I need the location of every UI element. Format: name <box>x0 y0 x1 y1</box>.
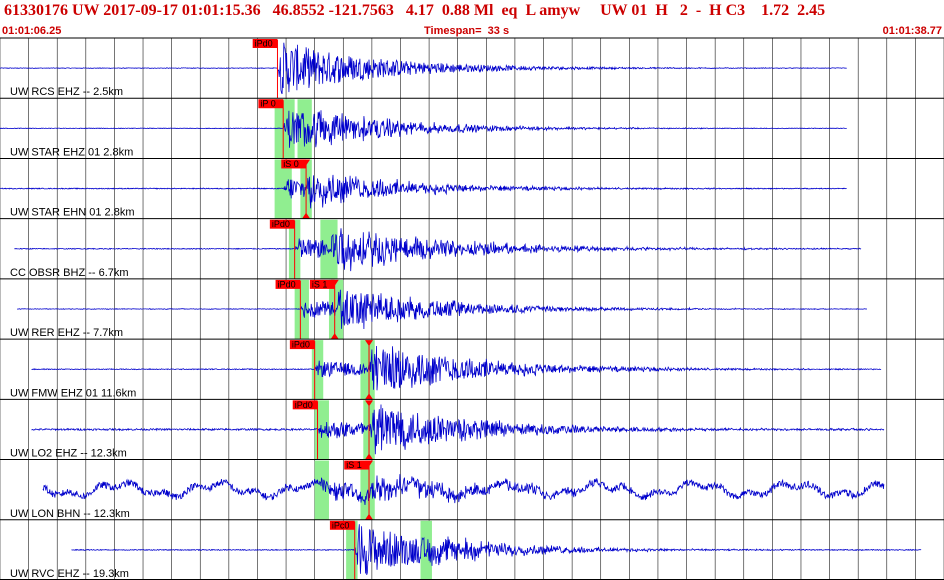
trace-panel: iPd0 UW RCS EHZ -- 2.5km <box>0 37 944 99</box>
pick-label: iPd0 <box>255 39 273 49</box>
waveform-line <box>0 42 847 95</box>
pick-label-box <box>289 340 315 350</box>
waveform-line <box>0 110 847 148</box>
waveform-line <box>71 524 922 576</box>
pick-label: iPd0 <box>292 340 310 350</box>
station-label: UW STAR EHZ 01 2.8km <box>10 146 133 158</box>
event-title: 61330176 UW 2017-09-17 01:01:15.36 46.85… <box>4 2 826 19</box>
pick-label-box <box>329 520 355 530</box>
pick-arrow-up <box>365 393 374 400</box>
pick-window <box>420 520 432 580</box>
trace-panel: iPd0 UW LO2 EHZ -- 12.3km <box>0 398 944 460</box>
waveform-line <box>42 474 885 506</box>
trace-panel: iPd0 iS 1 UW RER EHZ -- 7.7km <box>0 278 944 340</box>
pick-label: iPc0 <box>332 520 350 530</box>
trace-panel: iPd0 UW FMW EHZ 01 11.6km <box>0 338 944 400</box>
station-label: UW STAR EHN 01 2.8km <box>10 207 135 219</box>
station-label: UW RCS EHZ -- 2.5km <box>10 86 123 98</box>
pick-label: iPd0 <box>272 219 290 229</box>
pick-label: iS 1 <box>312 279 328 289</box>
pick-arrow-up <box>302 212 311 219</box>
waveform-line <box>31 345 882 391</box>
pick-arrow-up <box>330 333 339 340</box>
waveform-line <box>0 174 847 209</box>
pick-label-box <box>275 279 301 289</box>
trace-panel: iP 0 UW STAR EHZ 01 2.8km <box>0 97 944 159</box>
pick-arrow-down <box>365 460 374 467</box>
pick-window <box>314 400 329 460</box>
pick-label-box <box>258 99 284 109</box>
pick-label: iS 0 <box>283 159 299 169</box>
trace-panel: iPc0 UW RVC EHZ -- 19.3km <box>0 519 944 580</box>
pick-arrow-down <box>365 400 374 407</box>
waveform-line <box>14 228 862 272</box>
pick-arrow-down <box>365 340 374 347</box>
pick-arrow-down <box>302 159 311 166</box>
station-label: UW RVC EHZ -- 19.3km <box>10 568 129 580</box>
pick-label: iPd0 <box>278 279 296 289</box>
trace-panel: iS 0 UW STAR EHN 01 2.8km <box>0 157 944 219</box>
waveform-line <box>16 289 868 330</box>
pick-label-box <box>252 39 278 48</box>
timespan-label: Timespan= 33 s <box>424 25 510 37</box>
station-label: UW FMW EHZ 01 11.6km <box>10 387 136 399</box>
pick-label-box <box>281 159 307 169</box>
header: 61330176 UW 2017-09-17 01:01:15.36 46.85… <box>0 0 944 24</box>
pick-label-box <box>269 219 295 229</box>
pick-label: iP 0 <box>260 99 275 109</box>
pick-label: iS 1 <box>346 460 362 470</box>
pick-window <box>274 159 292 219</box>
station-label: UW LO2 EHZ -- 12.3km <box>10 448 127 460</box>
pick-arrow-up <box>365 453 374 460</box>
pick-label: iPd0 <box>295 400 313 410</box>
pick-label-box <box>344 460 370 470</box>
trace-panel: iS 1 UW LON BHN -- 12.3km <box>0 459 944 520</box>
station-label: UW RER EHZ -- 7.7km <box>10 327 123 339</box>
pick-window <box>346 520 358 580</box>
trace-panel: iPd0 CC OBSR BHZ -- 6.7km <box>0 218 944 279</box>
pick-arrow-down <box>330 279 339 286</box>
end-time: 01:01:38.77 <box>882 25 942 37</box>
start-time: 01:01:06.25 <box>2 25 62 37</box>
pick-label-box <box>292 400 318 410</box>
station-label: CC OBSR BHZ -- 6.7km <box>10 267 129 279</box>
waveform-line <box>31 404 885 455</box>
pick-arrow-up <box>365 513 374 520</box>
pick-label-box <box>309 279 335 289</box>
pick-window <box>314 460 329 520</box>
station-label: UW LON BHN -- 12.3km <box>10 508 130 520</box>
